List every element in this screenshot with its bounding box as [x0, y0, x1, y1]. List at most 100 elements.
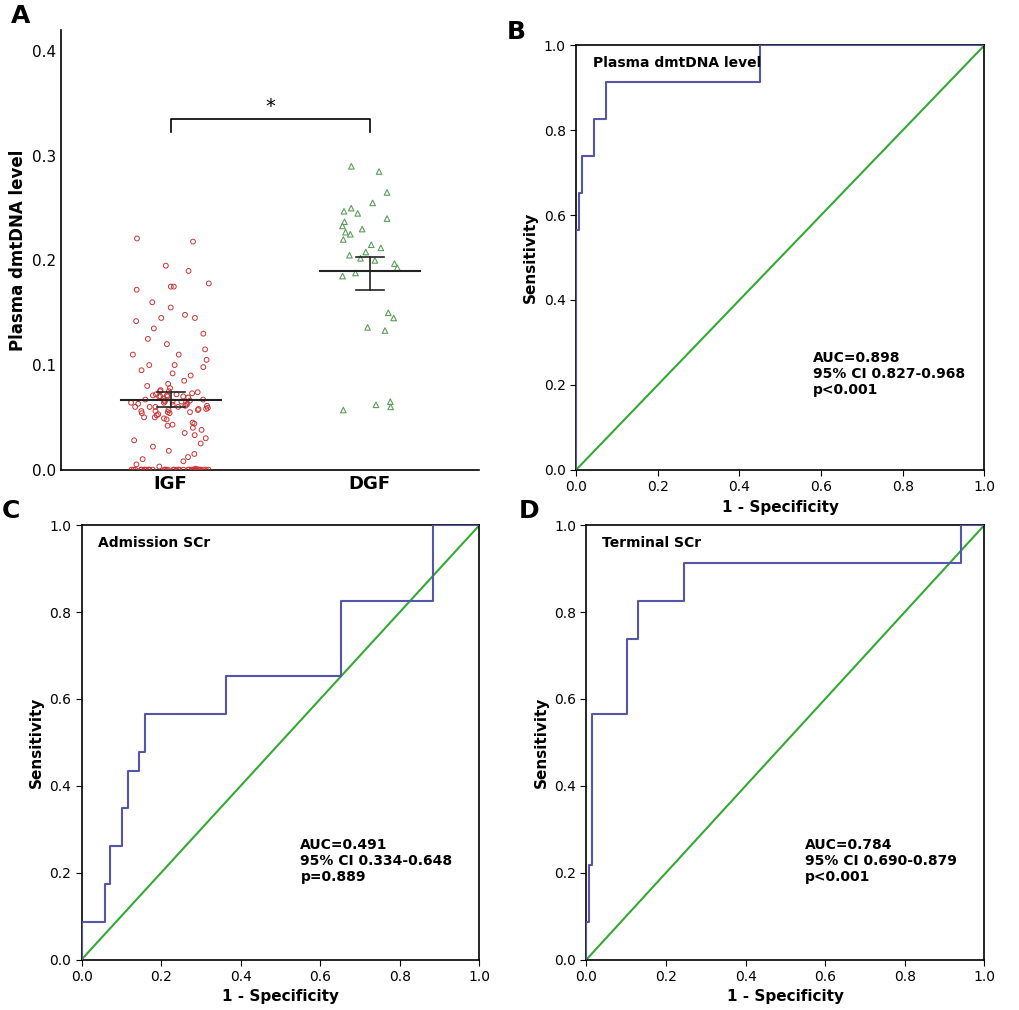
Point — [158, 462, 174, 478]
Point — [200, 400, 216, 416]
Text: C: C — [2, 499, 20, 523]
Point — [198, 401, 214, 417]
Point — [183, 385, 200, 401]
Point — [389, 260, 406, 276]
Point — [364, 195, 380, 211]
Point — [191, 401, 207, 417]
Point — [358, 244, 374, 261]
Point — [336, 214, 353, 230]
Point — [352, 250, 368, 267]
Point — [160, 442, 176, 459]
Point — [128, 230, 145, 246]
Point — [200, 462, 216, 478]
Point — [162, 279, 178, 295]
Point — [197, 341, 213, 358]
Point — [133, 405, 150, 421]
Point — [160, 376, 176, 392]
Point — [186, 310, 203, 326]
Point — [127, 313, 144, 329]
Point — [341, 226, 358, 242]
Point — [145, 438, 161, 454]
Point — [363, 236, 379, 252]
Point — [156, 410, 172, 426]
Point — [176, 307, 193, 323]
Point — [179, 396, 196, 412]
Point — [180, 390, 197, 406]
Point — [337, 224, 354, 240]
X-axis label: 1 - Specificity: 1 - Specificity — [727, 990, 843, 1005]
Point — [161, 405, 177, 421]
Point — [147, 403, 163, 419]
Point — [195, 392, 211, 408]
Point — [341, 247, 358, 264]
Point — [125, 462, 142, 478]
Text: B: B — [506, 20, 526, 44]
Point — [342, 159, 359, 175]
Point — [335, 203, 352, 219]
Point — [181, 393, 198, 409]
Point — [184, 420, 201, 436]
Point — [342, 200, 359, 216]
Point — [186, 445, 203, 462]
Point — [159, 418, 175, 434]
Point — [187, 461, 204, 477]
Point — [173, 394, 190, 410]
Point — [164, 397, 180, 413]
Point — [160, 402, 176, 418]
Point — [140, 331, 156, 347]
Point — [175, 462, 192, 478]
Point — [382, 399, 398, 415]
Point — [187, 462, 204, 478]
Point — [145, 387, 161, 403]
Text: AUC=0.491
95% CI 0.334-0.648
p=0.889: AUC=0.491 95% CI 0.334-0.648 p=0.889 — [301, 838, 452, 885]
Point — [367, 252, 383, 269]
Point — [376, 322, 392, 338]
Point — [132, 462, 149, 478]
Point — [180, 263, 197, 279]
Point — [133, 363, 150, 379]
Point — [195, 462, 211, 478]
Point — [179, 449, 196, 466]
Point — [123, 462, 140, 478]
Point — [334, 218, 351, 234]
Point — [385, 310, 401, 326]
Point — [148, 386, 164, 402]
Point — [368, 397, 384, 413]
Point — [198, 430, 214, 446]
Point — [170, 399, 186, 415]
Point — [146, 320, 162, 336]
Text: Admission SCr: Admission SCr — [98, 536, 210, 550]
Point — [147, 409, 163, 425]
Point — [145, 462, 161, 478]
Point — [193, 462, 209, 478]
Point — [184, 233, 201, 249]
Point — [186, 462, 203, 478]
Y-axis label: Sensitivity: Sensitivity — [533, 697, 548, 788]
Point — [183, 462, 200, 478]
Point — [130, 396, 147, 412]
X-axis label: 1 - Specificity: 1 - Specificity — [721, 500, 838, 515]
Point — [137, 462, 153, 478]
Point — [157, 462, 173, 478]
Point — [176, 373, 193, 389]
Point — [135, 451, 151, 468]
Text: D: D — [519, 499, 539, 523]
Point — [128, 457, 145, 473]
Point — [180, 462, 197, 478]
Point — [191, 462, 207, 478]
Point — [378, 185, 394, 201]
Point — [171, 462, 187, 478]
Point — [350, 205, 366, 221]
Text: A: A — [11, 4, 31, 28]
Point — [136, 409, 152, 425]
Point — [190, 462, 206, 478]
Point — [158, 411, 174, 427]
Point — [159, 336, 175, 352]
Point — [195, 325, 211, 341]
Point — [126, 399, 143, 415]
Point — [165, 462, 181, 478]
Point — [199, 351, 215, 368]
Point — [152, 388, 168, 404]
Point — [166, 357, 182, 373]
Point — [168, 386, 184, 402]
